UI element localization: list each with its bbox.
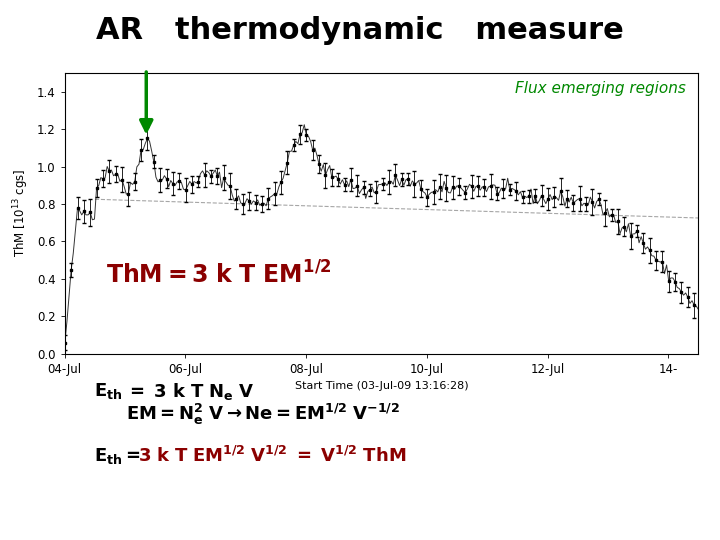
Text: Flux emerging regions: Flux emerging regions <box>515 82 685 96</box>
Text: $\mathbf{E_{th}}$: $\mathbf{E_{th}}$ <box>94 381 122 401</box>
Y-axis label: ThM $[10^{13}$ cgs]: ThM $[10^{13}$ cgs] <box>12 169 32 258</box>
Text: $\bf{ThM = 3\ k\ T\ EM^{1/2}}$: $\bf{ThM = 3\ k\ T\ EM^{1/2}}$ <box>106 261 331 289</box>
Text: AR   thermodynamic   measure: AR thermodynamic measure <box>96 16 624 45</box>
Text: $\mathbf{3 \ k \ T \ EM^{1/2} \ V^{1/2} \ = \ V^{1/2} \ ThM}$: $\mathbf{3 \ k \ T \ EM^{1/2} \ V^{1/2} … <box>138 446 407 465</box>
Text: $\mathbf{E_{th}{=}}$: $\mathbf{E_{th}{=}}$ <box>94 446 140 465</box>
Text: $\mathbf{EM{=}N_e^2 \ V \rightarrow Ne{=}EM^{1/2} \ V^{-1/2}}$: $\mathbf{EM{=}N_e^2 \ V \rightarrow Ne{=… <box>126 402 400 427</box>
Text: $\mathbf{= \ 3 \ k \ T \ N_e \ V}$: $\mathbf{= \ 3 \ k \ T \ N_e \ V}$ <box>126 381 254 402</box>
X-axis label: Start Time (03-Jul-09 13:16:28): Start Time (03-Jul-09 13:16:28) <box>294 381 469 391</box>
